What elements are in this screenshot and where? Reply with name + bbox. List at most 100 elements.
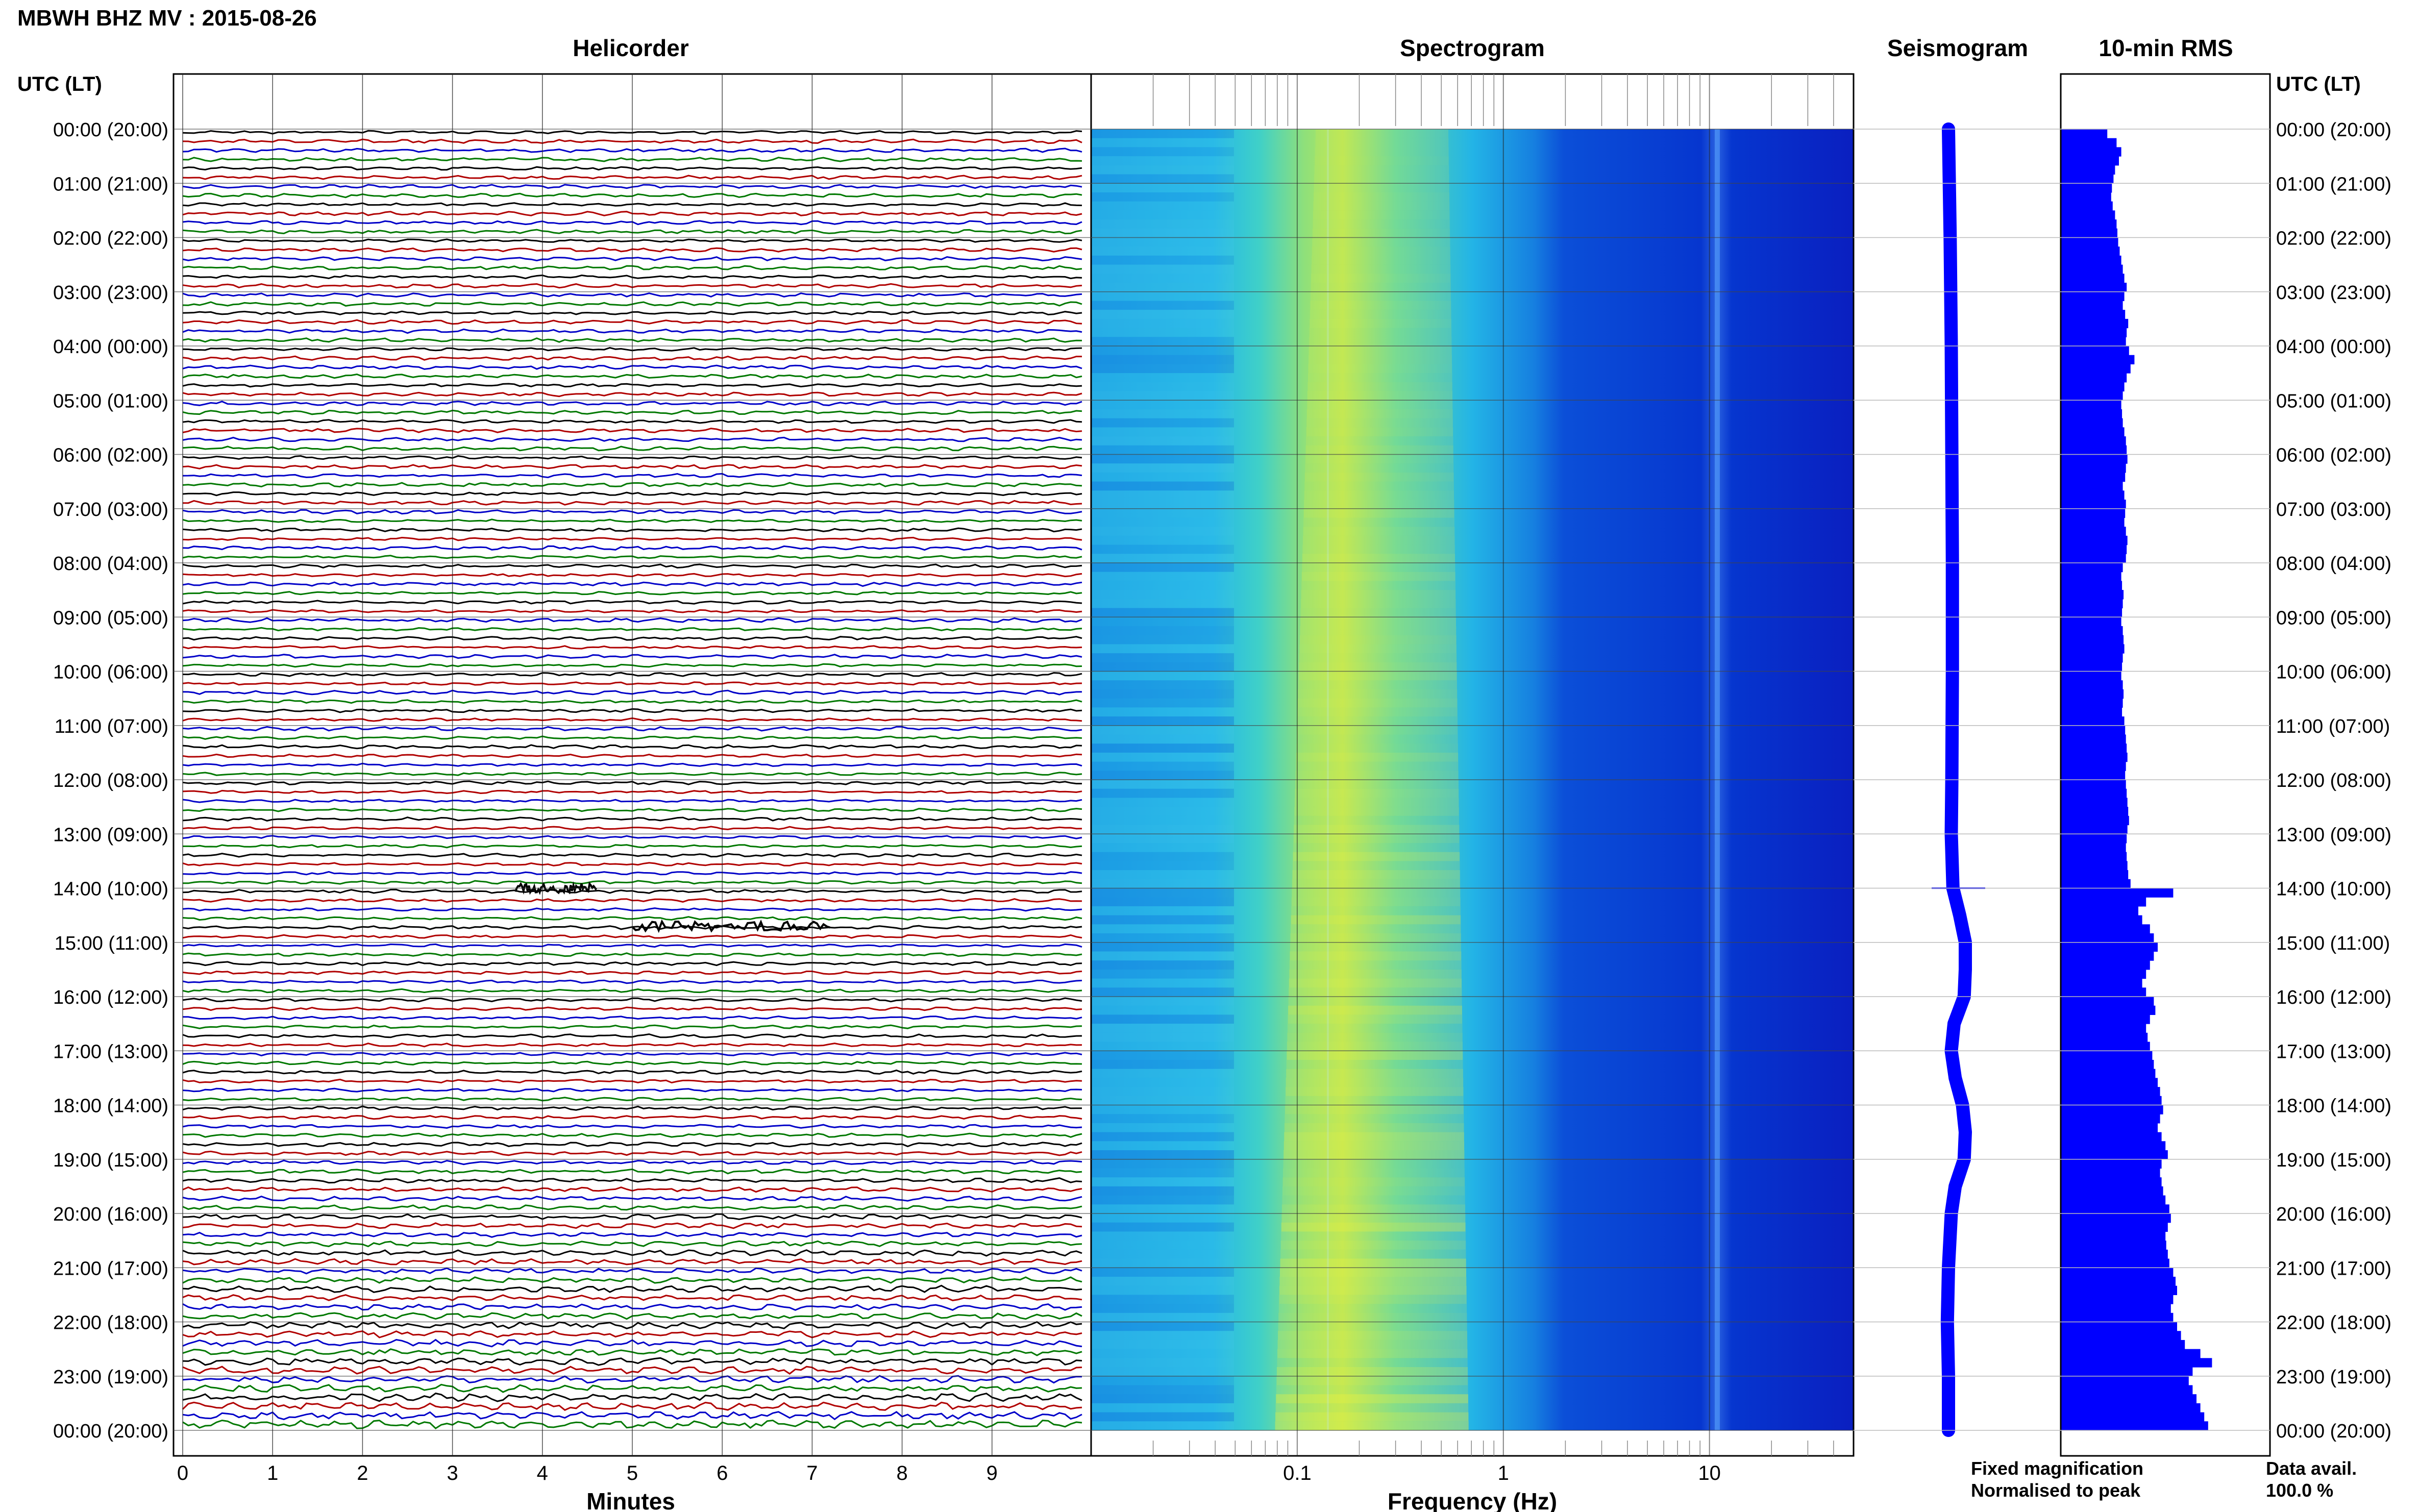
spectrogram-low-band	[1091, 544, 1234, 554]
rms-bar	[2061, 156, 2119, 166]
rms-bar	[2061, 1340, 2185, 1350]
spectrogram-peak-band	[1275, 1421, 1469, 1430]
spectrogram-low-band	[1091, 1367, 1234, 1376]
spectrogram-peak-band	[1290, 951, 1462, 961]
spectrogram-peak-band	[1311, 274, 1451, 283]
rms-bar	[2061, 201, 2113, 211]
left-time-label: 21:00 (17:00)	[53, 1258, 168, 1279]
spectrogram-peak-band	[1279, 1295, 1467, 1304]
rms-bar	[2061, 1421, 2208, 1431]
right-time-label: 23:00 (19:00)	[2276, 1367, 2391, 1388]
rms-bar	[2061, 933, 2154, 943]
spectrogram-peak-band	[1275, 1412, 1469, 1422]
spectrogram-peak-band	[1314, 192, 1449, 202]
rms-bar	[2061, 1177, 2162, 1187]
spectrogram-low-band	[1091, 283, 1234, 292]
rms-bar	[2061, 563, 2123, 573]
spectrogram-low-band	[1091, 1277, 1234, 1286]
rms-bar	[2061, 219, 2117, 229]
spectrogram-peak-band	[1300, 608, 1456, 617]
spectrogram-low-band	[1091, 1349, 1234, 1358]
freq-tick-label: 0.1	[1283, 1462, 1312, 1484]
spectrogram-low-band	[1091, 481, 1234, 491]
left-time-label: 22:00 (18:00)	[53, 1312, 168, 1334]
spectrogram-peak-band	[1310, 301, 1451, 310]
rms-bar	[2061, 572, 2121, 582]
spectrogram-peak-band	[1308, 373, 1452, 382]
spectrogram-peak-band	[1293, 852, 1460, 861]
spectrogram-low-band	[1091, 328, 1234, 337]
spectrogram-low-band	[1091, 1421, 1234, 1430]
spectrogram-peak-band	[1301, 581, 1455, 590]
spectrogram-low-band	[1091, 978, 1234, 988]
rms-bar	[2061, 436, 2126, 446]
rms-bar	[2061, 707, 2122, 717]
rms-bar	[2061, 897, 2146, 907]
right-time-label: 00:00 (20:00)	[2276, 119, 2391, 141]
spectrogram-low-band	[1091, 599, 1234, 608]
spectrogram-peak-band	[1283, 1168, 1465, 1178]
spectrogram-low-band	[1091, 897, 1234, 906]
rms-bar	[2061, 1186, 2163, 1196]
spectrogram-low-band	[1091, 1340, 1234, 1349]
spectrogram-low-band	[1091, 472, 1234, 482]
spectrogram-low-band	[1091, 1014, 1234, 1024]
spectrogram-low-band	[1091, 508, 1234, 518]
spectrogram-peak-band	[1312, 237, 1450, 247]
spectrogram-low-band	[1091, 255, 1234, 265]
rms-bar	[2061, 870, 2129, 880]
spectrogram-peak-band	[1314, 183, 1449, 192]
spectrogram-low-band	[1091, 274, 1234, 283]
left-time-label: 03:00 (23:00)	[53, 282, 168, 304]
rms-frame	[2060, 73, 2271, 1457]
spectrogram-low-band	[1091, 771, 1234, 780]
spectrogram-low-band	[1091, 662, 1234, 672]
rms-panel	[2061, 129, 2212, 1431]
minute-tick-label: 0	[177, 1462, 188, 1484]
rms-bar	[2061, 1268, 2174, 1277]
spectrogram-low-band	[1091, 1312, 1234, 1322]
right-time-label: 21:00 (17:00)	[2276, 1258, 2391, 1279]
rms-bar	[2061, 780, 2126, 789]
spectrogram-peak-band	[1303, 517, 1454, 527]
spectrogram-peak-band	[1292, 870, 1460, 879]
spectrogram-low-band	[1091, 427, 1234, 437]
spectrogram-low-band	[1091, 147, 1234, 157]
rms-bar	[2061, 192, 2111, 202]
spectrogram-low-band	[1091, 237, 1234, 247]
rms-bar	[2061, 1051, 2153, 1060]
spectrogram-peak-band	[1309, 337, 1452, 346]
spectrogram-peak-band	[1298, 689, 1458, 699]
spectrogram-low-band	[1091, 373, 1234, 382]
rms-bar	[2061, 671, 2121, 681]
rms-bar	[2061, 382, 2125, 392]
freq-tick-label: 1	[1498, 1462, 1509, 1484]
rms-bar	[2061, 1285, 2177, 1295]
spectrogram-peak-band	[1309, 346, 1452, 355]
rms-bar	[2061, 1312, 2174, 1323]
rms-bar	[2061, 274, 2125, 283]
spectrogram-peak-band	[1278, 1312, 1467, 1322]
left-time-tick-labels: 00:00 (20:00) 01:00 (21:00) 02:00 (22:00) 0…	[53, 119, 168, 1442]
rms-bar	[2061, 734, 2126, 744]
spectrogram-peak-band	[1295, 771, 1459, 780]
spectrogram-low-band	[1091, 997, 1234, 1006]
rms-bar	[2061, 1358, 2212, 1368]
spectrogram-peak-band	[1308, 364, 1452, 374]
right-time-label: 08:00 (04:00)	[2276, 553, 2391, 575]
spectrogram-low-band	[1091, 1105, 1234, 1114]
spectrogram-low-band	[1091, 1159, 1234, 1169]
spectrogram-low-band	[1091, 906, 1234, 915]
spectrogram-low-band	[1091, 671, 1234, 681]
right-time-label: 15:00 (11:00)	[2276, 933, 2390, 954]
spectrogram-low-band	[1091, 1376, 1234, 1385]
spectrogram-peak-band	[1281, 1213, 1466, 1223]
spectrogram-peak-band	[1277, 1349, 1468, 1358]
rms-bar	[2061, 1042, 2150, 1051]
spectrogram-peak-band	[1303, 508, 1454, 518]
spectrogram-peak-band	[1283, 1150, 1465, 1159]
left-time-label: 17:00 (13:00)	[53, 1041, 168, 1062]
rms-bar	[2061, 445, 2127, 455]
spectrogram-low-band	[1091, 355, 1234, 364]
